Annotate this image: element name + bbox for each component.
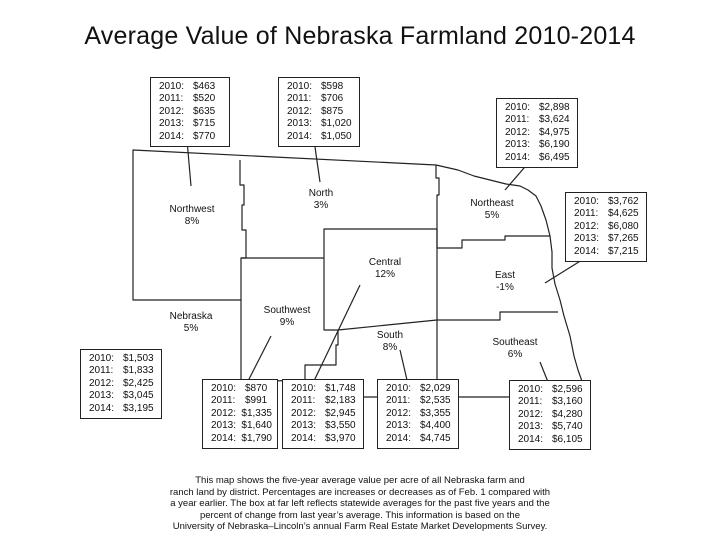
label-southwest: Southwest 9% [263,305,311,328]
border-east-southeast [437,311,558,321]
leader-south [399,349,408,381]
border-north-south [241,228,437,259]
label-northeast: Northeast 5% [470,198,514,221]
value-box-central: 2010: $1,748 2011: $2,183 2012: $2,945 2013… [282,379,364,450]
value-box-east: 2010: $3,762 2011: $4,625 2012: $6,080 2013… [565,192,647,263]
leader-southeast [539,361,549,383]
border-central-south [337,319,438,331]
value-box-north: 2010: $598 2011: $706 2012: $875 2013: $1,02… [278,77,360,148]
value-box-nebraska: 2010: $1,503 2011: $1,833 2012: $2,425 2013… [80,349,162,420]
border-central-southwest [304,258,339,380]
value-box-south: 2010: $2,029 2011: $2,535 2012: $3,355 2013… [377,379,459,450]
map-title: Average Value of Nebraska Farmland 2010-… [84,22,636,50]
label-northwest: Northwest 8% [169,204,215,227]
leader-northwest [186,139,192,187]
border-northwest-north [239,160,247,300]
map-caption: This map shows the five-year average val… [169,475,551,533]
leader-central [312,284,361,384]
value-box-northwest: 2010: $463 2011: $520 2012: $635 2013: $715 … [150,77,230,148]
label-north: North 3% [308,188,334,211]
border-north-northeast [435,165,440,235]
label-east: East -1% [494,270,516,293]
value-box-southwest: 2010: $870 2011: $991 2012: $1,335 2013: $1,… [202,379,278,450]
label-south: South 8% [376,330,404,353]
border-northeast-east [436,235,550,249]
label-southeast: Southeast 6% [492,337,538,360]
label-central: Central 12% [368,257,402,280]
value-box-southeast: 2010: $2,596 2011: $3,160 2012: $4,280 2013… [509,380,591,451]
leader-southwest [246,335,272,384]
value-box-northeast: 2010: $2,898 2011: $3,624 2012: $4,975 2013… [496,98,578,169]
label-nebraska: Nebraska 5% [169,311,213,334]
